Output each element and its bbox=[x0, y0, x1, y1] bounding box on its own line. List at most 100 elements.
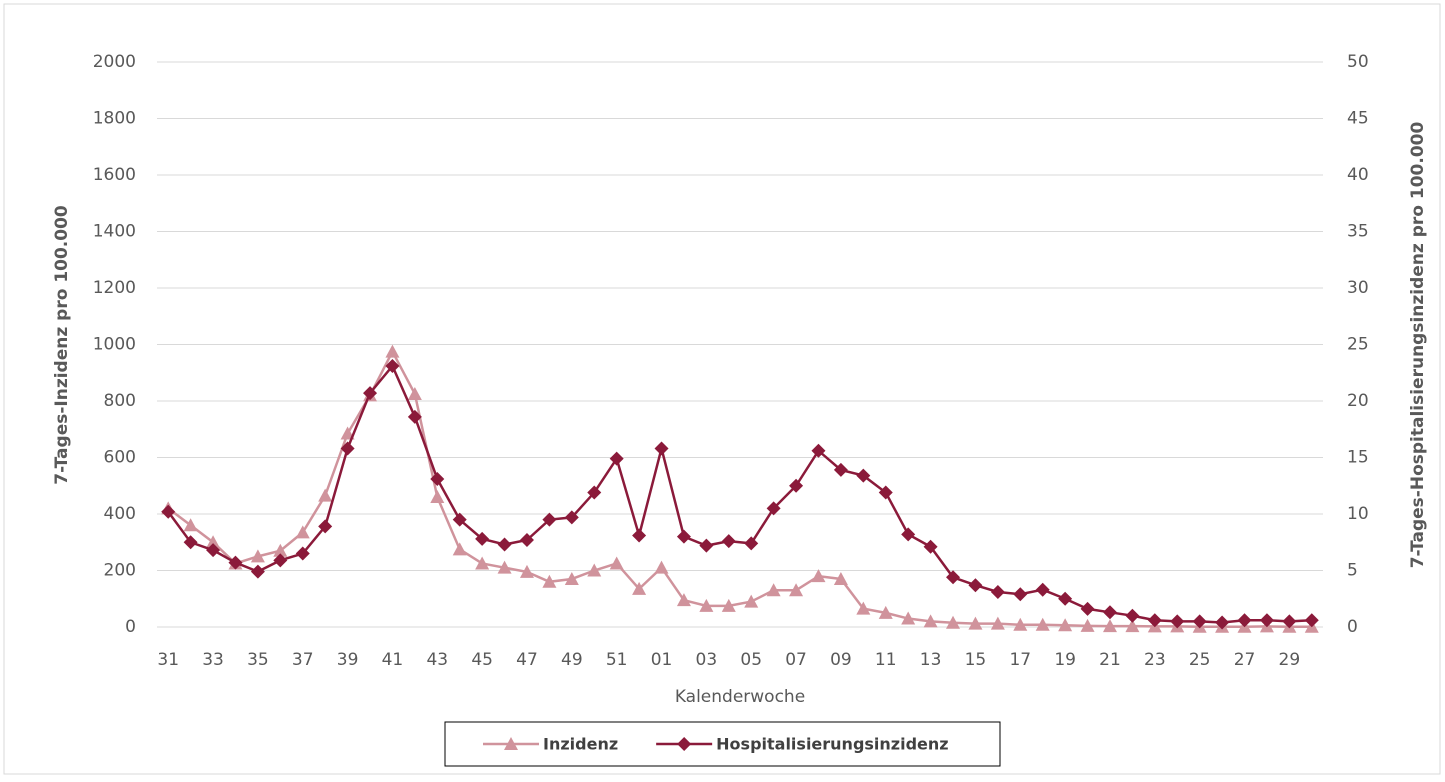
marker-diamond bbox=[990, 584, 1005, 599]
chart-border bbox=[3, 3, 1441, 775]
marker-triangle bbox=[564, 571, 579, 585]
marker-diamond bbox=[1035, 582, 1050, 597]
marker-diamond bbox=[721, 534, 736, 549]
marker-triangle bbox=[587, 563, 602, 577]
marker-diamond bbox=[1170, 614, 1185, 629]
marker-triangle bbox=[990, 616, 1005, 630]
y-tick-label: 1400 bbox=[93, 222, 136, 242]
legend-label: Hospitalisierungsinzidenz bbox=[716, 735, 948, 754]
y2-tick-label: 35 bbox=[1347, 222, 1369, 242]
legend-label: Inzidenz bbox=[543, 735, 618, 754]
marker-diamond bbox=[632, 528, 647, 543]
marker-diamond bbox=[340, 441, 355, 456]
marker-triangle bbox=[519, 564, 534, 578]
marker-triangle bbox=[833, 571, 848, 585]
y-tick-label: 1000 bbox=[93, 335, 136, 355]
y-tick-label: 600 bbox=[104, 448, 136, 468]
marker-diamond bbox=[923, 539, 938, 554]
marker-triangle bbox=[811, 569, 826, 583]
x-tick-label: 43 bbox=[426, 650, 448, 670]
x-tick-label: 19 bbox=[1054, 650, 1076, 670]
marker-diamond bbox=[430, 471, 445, 486]
marker-triangle bbox=[295, 525, 310, 539]
x-tick-label: 17 bbox=[1009, 650, 1031, 670]
y-tick-label: 2000 bbox=[93, 52, 136, 72]
marker-diamond bbox=[542, 512, 557, 527]
marker-diamond bbox=[1080, 601, 1095, 616]
x-tick-label: 37 bbox=[292, 650, 314, 670]
marker-diamond bbox=[564, 510, 579, 525]
x-tick-label: 39 bbox=[337, 650, 359, 670]
marker-triangle bbox=[1035, 617, 1050, 631]
marker-diamond bbox=[250, 564, 265, 579]
marker-diamond bbox=[587, 485, 602, 500]
x-tick-label: 31 bbox=[157, 650, 179, 670]
legend-marker bbox=[677, 737, 692, 751]
marker-triangle bbox=[609, 556, 624, 570]
marker-triangle bbox=[901, 611, 916, 625]
x-tick-label: 05 bbox=[740, 650, 762, 670]
marker-triangle bbox=[744, 594, 759, 608]
y2-tick-label: 45 bbox=[1347, 109, 1369, 129]
x-axis-title: Kalenderwoche bbox=[675, 687, 805, 707]
marker-triangle bbox=[475, 556, 490, 570]
y-tick-label: 1200 bbox=[93, 278, 136, 298]
y2-tick-label: 50 bbox=[1347, 52, 1369, 72]
marker-diamond bbox=[766, 501, 781, 516]
x-tick-label: 07 bbox=[785, 650, 807, 670]
marker-triangle bbox=[856, 601, 871, 615]
y-tick-label: 800 bbox=[104, 391, 136, 411]
marker-diamond bbox=[363, 386, 378, 401]
y-axis-title: 7-Tages-Inzidenz pro 100.000 bbox=[52, 205, 72, 485]
marker-triangle bbox=[789, 583, 804, 597]
x-tick-label: 35 bbox=[247, 650, 269, 670]
marker-triangle bbox=[318, 488, 333, 502]
marker-diamond bbox=[654, 441, 669, 456]
marker-diamond bbox=[1215, 615, 1230, 630]
marker-diamond bbox=[699, 538, 714, 553]
y-tick-label: 1600 bbox=[93, 165, 136, 185]
marker-triangle bbox=[699, 598, 714, 612]
x-tick-label: 33 bbox=[202, 650, 224, 670]
marker-triangle bbox=[1058, 618, 1073, 632]
marker-diamond bbox=[1259, 613, 1274, 628]
marker-diamond bbox=[1102, 605, 1117, 620]
marker-triangle bbox=[250, 549, 265, 563]
y-tick-label: 400 bbox=[104, 504, 136, 524]
x-tick-label: 29 bbox=[1279, 650, 1301, 670]
marker-diamond bbox=[968, 578, 983, 593]
x-tick-label: 47 bbox=[516, 650, 538, 670]
marker-diamond bbox=[856, 468, 871, 483]
marker-diamond bbox=[1282, 614, 1297, 629]
marker-triangle bbox=[1125, 619, 1140, 633]
marker-triangle bbox=[946, 615, 961, 629]
marker-triangle bbox=[1102, 619, 1117, 633]
marker-diamond bbox=[1304, 613, 1319, 628]
x-tick-label: 27 bbox=[1234, 650, 1256, 670]
marker-diamond bbox=[744, 536, 759, 551]
marker-triangle bbox=[968, 616, 983, 630]
x-tick-label: 09 bbox=[830, 650, 852, 670]
marker-diamond bbox=[1147, 613, 1162, 628]
y-tick-label: 1800 bbox=[93, 109, 136, 129]
marker-triangle bbox=[183, 518, 198, 532]
marker-triangle bbox=[497, 560, 512, 574]
y2-tick-label: 20 bbox=[1347, 391, 1369, 411]
marker-triangle bbox=[407, 386, 422, 400]
marker-triangle bbox=[676, 593, 691, 607]
marker-diamond bbox=[385, 358, 400, 373]
x-tick-label: 15 bbox=[965, 650, 987, 670]
x-tick-label: 45 bbox=[471, 650, 493, 670]
y2-axis-title: 7-Tages-Hospitalisierungsinzidenz pro 10… bbox=[1408, 122, 1428, 569]
marker-diamond bbox=[519, 532, 534, 547]
marker-diamond bbox=[161, 504, 176, 519]
marker-diamond bbox=[206, 543, 221, 558]
marker-diamond bbox=[811, 443, 826, 458]
marker-diamond bbox=[183, 535, 198, 550]
y-tick-label: 200 bbox=[104, 561, 136, 581]
x-tick-label: 25 bbox=[1189, 650, 1211, 670]
marker-diamond bbox=[1125, 608, 1140, 623]
marker-triangle bbox=[542, 574, 557, 588]
x-tick-label: 23 bbox=[1144, 650, 1166, 670]
